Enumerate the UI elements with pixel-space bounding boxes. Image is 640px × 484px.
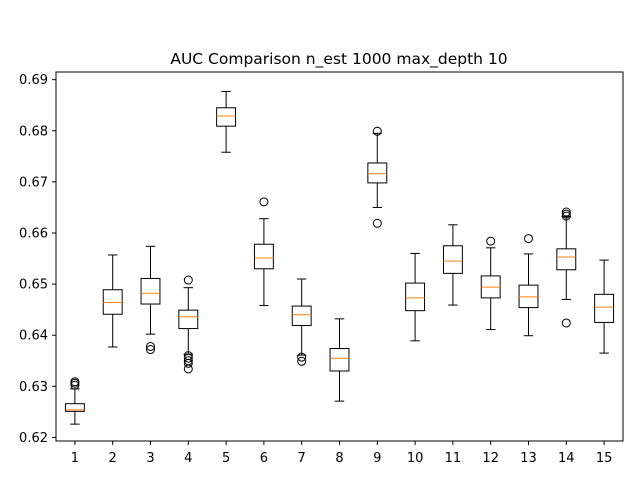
x-tick-label-13: 13 (520, 451, 537, 466)
y-tick-label-0.66: 0.66 (19, 226, 48, 241)
box-15-body (594, 293, 615, 323)
box-3-flier-1 (146, 345, 155, 355)
x-tick-label-6: 6 (260, 451, 268, 466)
box-9-flier-1 (372, 126, 382, 136)
x-tick-label-9: 9 (373, 451, 381, 466)
box-7-body (291, 305, 312, 326)
x-tick-label-3: 3 (146, 451, 154, 466)
x-tick-label-12: 12 (482, 451, 499, 466)
x-tick-label-8: 8 (335, 451, 343, 466)
chart-title: AUC Comparison n_est 1000 max_depth 10 (170, 50, 507, 69)
y-tick-label-0.63: 0.63 (19, 380, 48, 395)
box-9-flier-2 (372, 218, 382, 228)
box-6-flier-1 (259, 197, 269, 207)
box-7-flier-2 (297, 356, 307, 366)
x-tick-label-2: 2 (109, 451, 117, 466)
y-tick-label-0.67: 0.67 (19, 175, 48, 190)
box-1-flier-3 (70, 377, 80, 387)
x-tick-label-14: 14 (558, 451, 575, 466)
box-4-flier-6 (183, 364, 193, 374)
x-tick-label-10: 10 (407, 451, 424, 466)
box-13-body (518, 284, 539, 309)
box-4-flier-1 (183, 275, 193, 285)
box-3-flier-2 (146, 341, 155, 351)
box-4-flier-3 (183, 353, 193, 363)
box-12-flier-1 (486, 236, 496, 246)
box-1-body (64, 403, 85, 412)
x-tick-label-7: 7 (298, 451, 306, 466)
box-3-body (140, 277, 161, 305)
box-5-body (216, 107, 237, 127)
box-2-body (102, 289, 123, 315)
box-8-body (329, 347, 350, 372)
x-tick-label-5: 5 (222, 451, 230, 466)
y-tick-label-0.69: 0.69 (19, 73, 48, 88)
box-4-body (178, 309, 199, 330)
y-tick-label-0.62: 0.62 (19, 431, 48, 446)
x-tick-label-1: 1 (71, 451, 79, 466)
box-14-flier-3 (561, 211, 571, 221)
x-tick-label-4: 4 (184, 451, 192, 466)
plot-area: 1 2 3 4 5 6 7 8 9 10 11 12 13 14 150.620.630.640.650.6… (19, 71, 624, 466)
y-tick-label-0.68: 0.68 (19, 124, 48, 139)
box-6-body (253, 243, 274, 270)
box-11-body (442, 245, 463, 274)
y-tick-label-0.65: 0.65 (19, 278, 48, 293)
box-14-flier-4 (561, 318, 571, 328)
box-4-flier-5 (183, 358, 193, 368)
x-tick-label-11: 11 (445, 451, 462, 466)
box-9-body (367, 162, 388, 184)
y-tick-label-0.64: 0.64 (19, 329, 48, 344)
x-tick-label-15: 15 (596, 451, 613, 466)
box-7-flier-1 (297, 352, 307, 362)
box-10-body (405, 282, 426, 312)
box-13-flier-1 (524, 234, 533, 244)
box-14-body (556, 248, 577, 271)
